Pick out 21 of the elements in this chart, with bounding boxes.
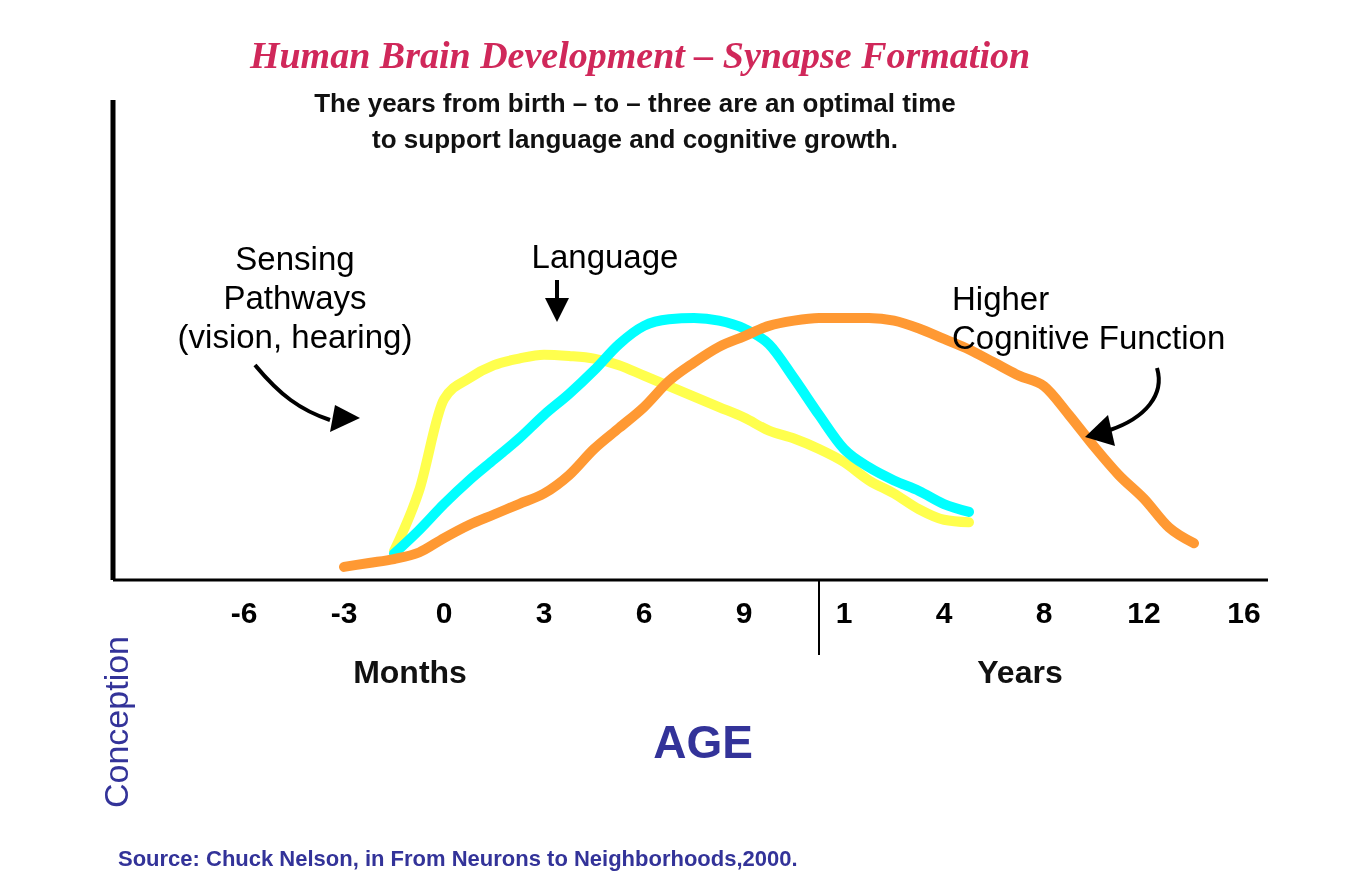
series-label: Higher Cognitive Function (952, 280, 1226, 356)
x-tick-label: 4 (935, 596, 953, 629)
x-tick-label: 12 (1127, 596, 1161, 629)
x-tick-label: 3 (535, 596, 553, 629)
text: Conception (97, 635, 135, 808)
series-label: Sensing Pathways (vision, hearing) (177, 240, 413, 355)
x-tick-label: 6 (635, 596, 653, 629)
x-tick-label: 16 (1227, 596, 1261, 629)
x-tick-label: -6 (230, 596, 258, 629)
source-note: Source: Chuck Nelson, in From Neurons to Neighborhoods,2000. (118, 846, 798, 871)
text: Years (977, 654, 1063, 690)
text: Months (353, 654, 467, 690)
series-label: Language (531, 238, 679, 275)
x-tick-label: 8 (1035, 596, 1053, 629)
x-tick-label: -3 (330, 596, 358, 629)
x-tick-label: 9 (735, 596, 753, 629)
chart-title: Human Brain Development – Synapse Formation (248, 34, 1031, 76)
chart-subtitle: The years from birth – to – three are an optimal time to support language and cognitive growth. (314, 88, 956, 154)
x-axis-title: AGE (653, 716, 753, 768)
x-tick-label: 1 (835, 596, 853, 629)
x-tick-label: 0 (435, 596, 453, 629)
